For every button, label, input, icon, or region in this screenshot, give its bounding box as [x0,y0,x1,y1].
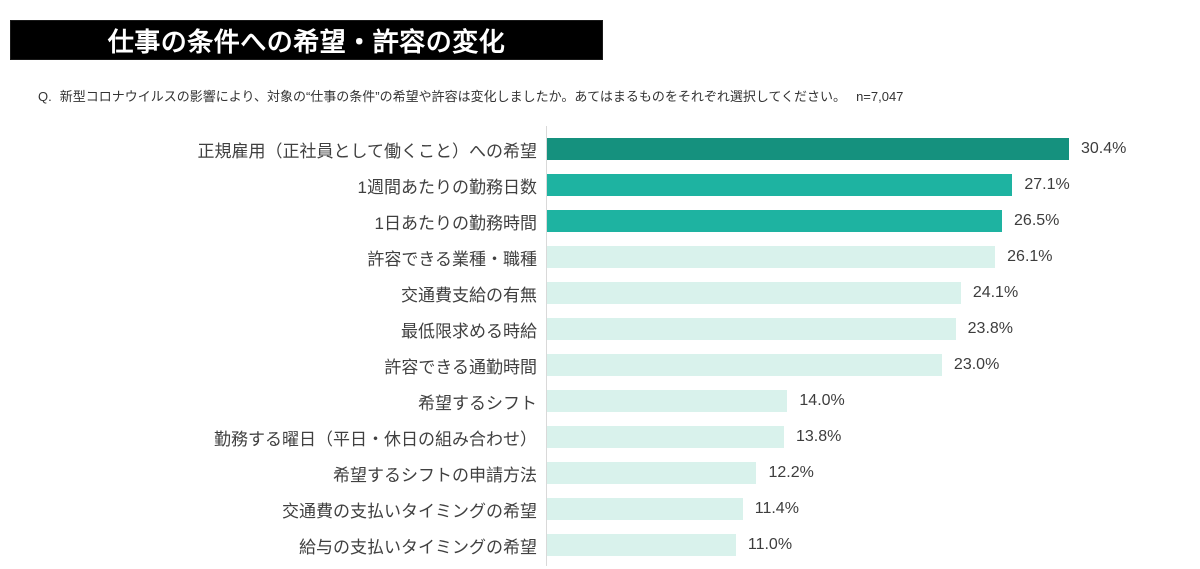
chart-rows: 正規雇用（正社員として働くこと）への希望 30.4% 1週間あたりの勤務日数 27.1… [0,131,1200,563]
bar [547,318,956,340]
question-text: 新型コロナウイルスの影響により、対象の“仕事の条件”の希望や許容は変化しましたか… [59,89,847,104]
category-label: 最低限求める時給 [401,321,537,341]
category-label: 正規雇用（正社員として働くこと）への希望 [197,141,538,161]
chart-row: 許容できる業種・職種 26.1% [0,239,1200,275]
chart-row: 1日あたりの勤務時間 26.5% [0,203,1200,239]
chart-row: 交通費の支払いタイミングの希望 11.4% [0,491,1200,527]
chart-row: 希望するシフト 14.0% [0,383,1200,419]
value-label: 26.1% [1007,248,1053,265]
value-label: 23.0% [953,356,1000,373]
value-label: 13.8% [795,428,842,445]
chart-row: 1週間あたりの勤務日数 27.1% [0,167,1200,203]
sample-size: n=7,047 [856,89,904,104]
category-label: 1日あたりの勤務時間 [374,213,537,233]
category-label: 許容できる通勤時間 [384,357,537,377]
category-label: 許容できる業種・職種 [367,249,537,269]
value-label: 11.0% [747,536,793,553]
bar [547,498,743,520]
question-line: Q. 新型コロナウイルスの影響により、対象の“仕事の条件”の希望や許容は変化しまし… [38,86,903,105]
value-label: 27.1% [1024,176,1070,193]
value-label: 26.5% [1014,212,1060,229]
value-label: 11.4% [754,500,799,517]
chart-row: 正規雇用（正社員として働くこと）への希望 30.4% [0,131,1200,167]
category-label: 給与の支払いタイミングの希望 [299,537,537,557]
bar [547,534,736,556]
bar [547,138,1069,160]
value-label: 14.0% [799,392,845,409]
bar [547,282,961,304]
bar [547,354,942,376]
bar [547,426,784,448]
chart-axis-line [546,126,547,566]
bar [547,462,757,484]
value-label: 23.8% [967,320,1014,337]
category-label: 交通費の支払いタイミングの希望 [282,501,537,521]
category-label: 希望するシフト [418,393,537,413]
chart-row: 交通費支給の有無 24.1% [0,275,1200,311]
value-label: 24.1% [972,284,1019,301]
question-prefix: Q. [38,89,52,104]
chart-row: 給与の支払いタイミングの希望 11.0% [0,527,1200,563]
bar [547,210,1003,232]
category-label: 交通費支給の有無 [401,285,537,305]
category-label: 勤務する曜日（平日・休日の組み合わせ） [214,429,537,449]
title-banner: 仕事の条件への希望・許容の変化 [10,20,603,60]
page-title: 仕事の条件への希望・許容の変化 [107,26,506,57]
category-label: 希望するシフトの申請方法 [333,465,537,485]
bar-chart: 正規雇用（正社員として働くこと）への希望 30.4% 1週間あたりの勤務日数 27.1… [0,126,1200,566]
chart-row: 勤務する曜日（平日・休日の組み合わせ） 13.8% [0,419,1200,455]
bar [547,174,1013,196]
category-label: 1週間あたりの勤務日数 [357,177,537,197]
chart-row: 最低限求める時給 23.8% [0,311,1200,347]
chart-row: 許容できる通勤時間 23.0% [0,347,1200,383]
bar [547,246,996,268]
bar [547,390,788,412]
chart-row: 希望するシフトの申請方法 12.2% [0,455,1200,491]
value-label: 12.2% [768,464,814,481]
value-label: 30.4% [1081,140,1127,157]
